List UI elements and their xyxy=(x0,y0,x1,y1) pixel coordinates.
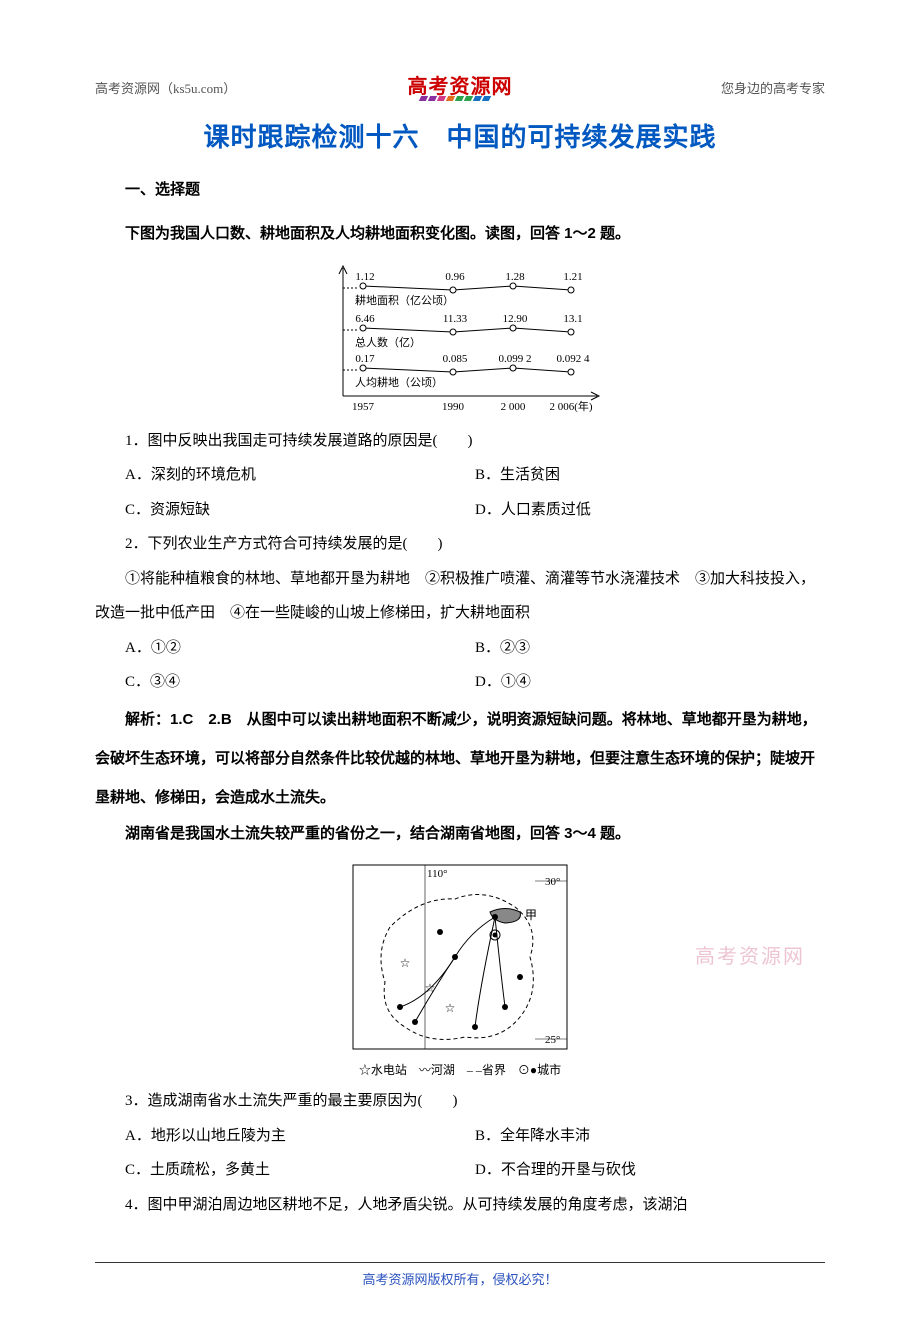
svg-text:2 006(年): 2 006(年) xyxy=(549,399,592,413)
svg-text:0.092 4: 0.092 4 xyxy=(557,353,591,365)
q3-options-row-1: A．地形以山地丘陵为主 B．全年降水丰沛 xyxy=(95,1119,825,1154)
q2-options-row-1: A．①② B．②③ xyxy=(95,631,825,666)
svg-text:1.28: 1.28 xyxy=(505,271,525,283)
map-caption: ☆水电站 〰河湖 – –省界 ⊙●城市 xyxy=(345,1061,575,1078)
page-title: 课时跟踪检测十六 中国的可持续发展实践 xyxy=(95,117,825,154)
svg-text:2 000: 2 000 xyxy=(501,401,526,413)
chart-1-container: 1957 1990 2 000 2 006(年) 1.12 0.96 1.28 1.21 耕地面… xyxy=(95,258,825,418)
question-1: 1．图中反映出我国走可持续发展道路的原因是( ) xyxy=(95,424,825,459)
svg-text:☆: ☆ xyxy=(425,981,436,995)
q1-option-b: B．生活贫困 xyxy=(475,458,825,493)
chart-1: 1957 1990 2 000 2 006(年) 1.12 0.96 1.28 1.21 耕地面… xyxy=(315,258,605,418)
q1-options-row-1: A．深刻的环境危机 B．生活贫困 xyxy=(95,458,825,493)
svg-text:0.17: 0.17 xyxy=(355,353,375,365)
header-left: 高考资源网（ks5u.com） xyxy=(95,78,338,97)
q3-option-b: B．全年降水丰沛 xyxy=(475,1119,825,1154)
q3-option-c: C．土质疏松，多黄土 xyxy=(125,1153,475,1188)
svg-text:☆: ☆ xyxy=(400,956,411,970)
q2-option-b: B．②③ xyxy=(475,631,825,666)
svg-text:甲: 甲 xyxy=(525,908,537,922)
header-center-logo: 高考资源网 xyxy=(338,70,581,99)
q2-option-d: D．①④ xyxy=(475,665,825,700)
q1-option-d: D．人口素质过低 xyxy=(475,493,825,528)
svg-text:1990: 1990 xyxy=(442,401,465,413)
q2-option-a: A．①② xyxy=(125,631,475,666)
svg-text:11.33: 11.33 xyxy=(443,313,468,325)
q3-option-d: D．不合理的开垦与砍伐 xyxy=(475,1153,825,1188)
header-underline xyxy=(420,96,530,101)
q3-options-row-2: C．土质疏松，多黄土 D．不合理的开垦与砍伐 xyxy=(95,1153,825,1188)
svg-text:0.099 2: 0.099 2 xyxy=(499,353,532,365)
svg-text:25°: 25° xyxy=(545,1034,560,1046)
svg-text:110°: 110° xyxy=(427,868,448,880)
svg-text:0.085: 0.085 xyxy=(443,353,468,365)
svg-text:30°: 30° xyxy=(545,876,560,888)
q2-option-c: C．③④ xyxy=(125,665,475,700)
question-4: 4．图中甲湖泊周边地区耕地不足，人地矛盾尖锐。从可持续发展的角度考虑，该湖泊 xyxy=(95,1188,825,1223)
section-heading: 一、选择题 xyxy=(95,178,825,199)
q1-option-c: C．资源短缺 xyxy=(125,493,475,528)
question-3: 3．造成湖南省水土流失严重的最主要原因为( ) xyxy=(95,1084,825,1119)
svg-text:1.21: 1.21 xyxy=(563,271,582,283)
svg-text:1.12: 1.12 xyxy=(355,271,374,283)
answer-1-2: 解析：1.C 2.B 从图中可以读出耕地面积不断减少，说明资源短缺问题。将林地、… xyxy=(95,700,825,817)
svg-text:人均耕地（公顷）: 人均耕地（公顷） xyxy=(355,375,443,389)
svg-text:1957: 1957 xyxy=(352,401,375,413)
svg-text:☆: ☆ xyxy=(445,1001,456,1015)
svg-text:6.46: 6.46 xyxy=(355,313,375,325)
question-stem-1-2: 下图为我国人口数、耕地面积及人均耕地面积变化图。读图，回答 1～2 题。 xyxy=(95,217,825,252)
svg-text:0.96: 0.96 xyxy=(445,271,465,283)
question-stem-3-4: 湖南省是我国水土流失较严重的省份之一，结合湖南省地图，回答 3～4 题。 xyxy=(95,817,825,852)
q3-option-a: A．地形以山地丘陵为主 xyxy=(125,1119,475,1154)
question-2-items: ①将能种植粮食的林地、草地都开垦为耕地 ②积极推广喷灌、滴灌等节水浇灌技术 ③加… xyxy=(95,562,825,631)
svg-text:耕地面积（亿公顷）: 耕地面积（亿公顷） xyxy=(355,293,454,307)
question-2: 2．下列农业生产方式符合可持续发展的是( ) xyxy=(95,527,825,562)
watermark: 高考资源网 xyxy=(695,940,805,969)
q1-option-a: A．深刻的环境危机 xyxy=(125,458,475,493)
svg-text:总人数（亿）: 总人数（亿） xyxy=(355,335,421,349)
svg-text:13.1: 13.1 xyxy=(563,313,582,325)
header-right: 您身边的高考专家 xyxy=(582,78,825,97)
q1-options-row-2: C．资源短缺 D．人口素质过低 xyxy=(95,493,825,528)
hunan-map: 110° 30° 25° 甲 ☆ ☆ ☆ xyxy=(345,857,575,1057)
q2-options-row-2: C．③④ D．①④ xyxy=(95,665,825,700)
footer-text: 高考资源网版权所有，侵权必究！ xyxy=(0,1263,920,1328)
svg-text:12.90: 12.90 xyxy=(503,313,528,325)
